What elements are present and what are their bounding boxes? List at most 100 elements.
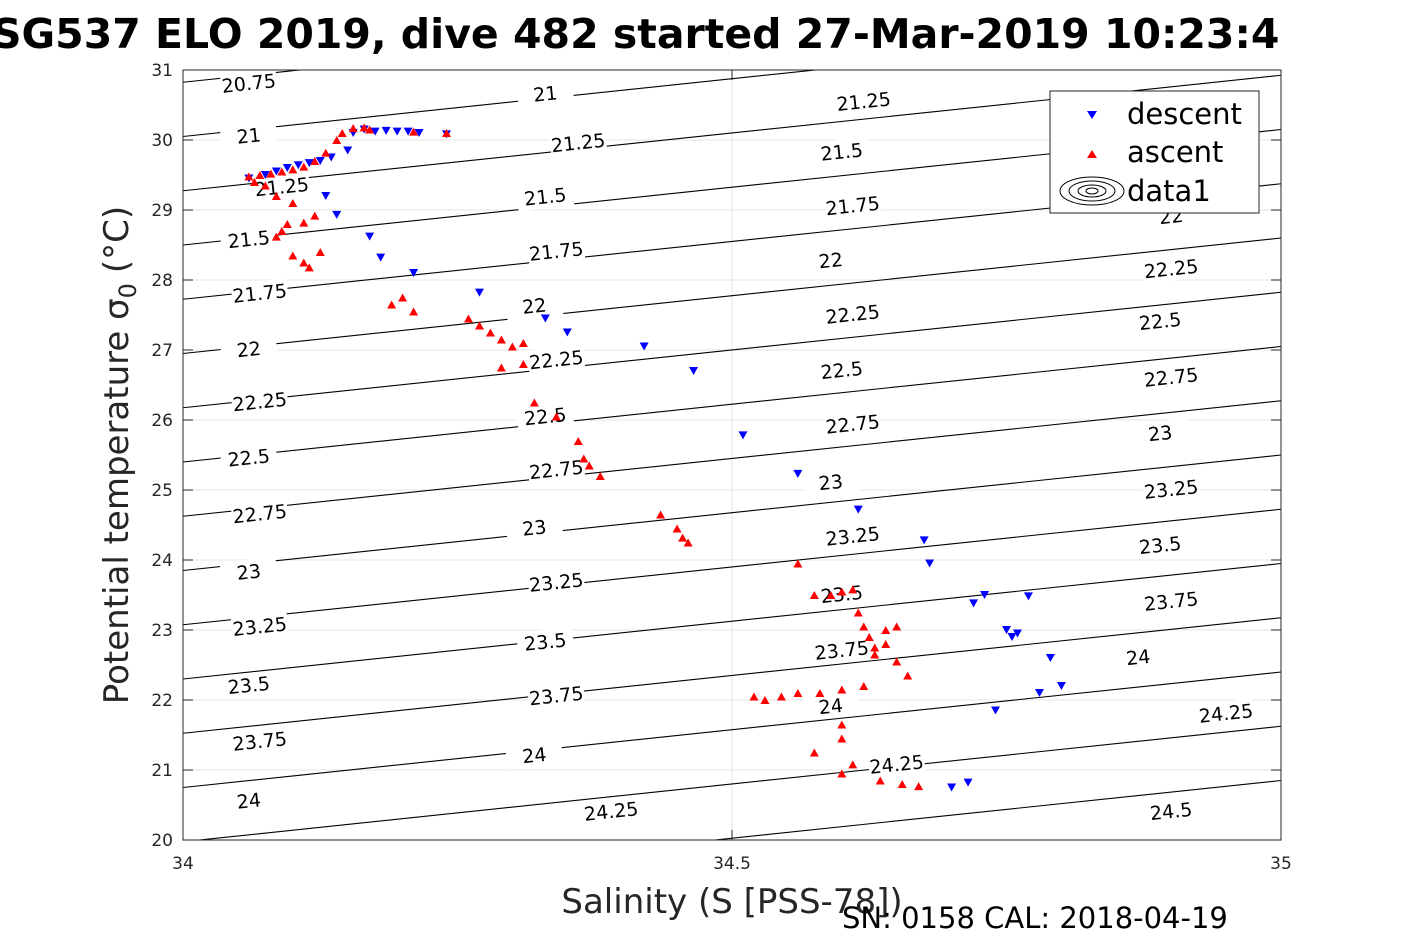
ascent-point (310, 211, 320, 220)
descent-point (414, 129, 424, 137)
legend-ascent-label: ascent (1127, 135, 1223, 169)
contour-line (183, 400, 1281, 517)
contour-label: 24 (801, 691, 860, 721)
ascent-point (853, 608, 863, 617)
contour-label-text: 23 (236, 560, 262, 584)
ascent-point (837, 734, 847, 743)
contour-label: 21.25 (549, 127, 608, 158)
contour-label-text: 22.5 (227, 445, 271, 471)
ascent-point (815, 689, 825, 697)
contour-label: 24 (219, 785, 278, 816)
contour-label-gap (812, 355, 871, 385)
legend-data1-label: data1 (1127, 174, 1211, 208)
contour-label-gap (516, 78, 575, 109)
ascent-point (387, 300, 397, 309)
contour-label-gap (1141, 796, 1201, 826)
ascent-point (299, 218, 309, 227)
descent-point (304, 159, 314, 168)
legend-descent-label: descent (1127, 97, 1242, 131)
ascent-point (310, 157, 320, 165)
ascent-point (474, 321, 484, 330)
contour-label-gap (801, 691, 860, 721)
contour-label-gap (527, 236, 586, 266)
ascent-point (496, 363, 506, 372)
contour-label-text: 24 (818, 695, 844, 719)
x-axis-label: Salinity (S [PSS-78]) (561, 882, 902, 922)
contour-label-text: 23.5 (1138, 533, 1182, 559)
ascent-point (837, 587, 847, 596)
descent-point (315, 157, 325, 165)
y-axis-label-text: Potential temperature σ (97, 298, 137, 704)
x-tick-label: 34.5 (713, 854, 751, 874)
contour-line (183, 237, 1281, 355)
ascent-point (321, 148, 331, 157)
descent-point (332, 210, 342, 219)
ascent-point (914, 782, 924, 791)
y-tick-label: 27 (151, 341, 173, 361)
descent-point (370, 127, 380, 136)
ascent-point (332, 136, 342, 144)
contour-label-gap (505, 290, 564, 321)
ascent-point (892, 657, 902, 666)
descent-point (409, 269, 419, 277)
ascent-point (315, 248, 325, 256)
ascent-point (365, 125, 375, 134)
contour-label-gap (230, 498, 289, 529)
ascent-point (897, 780, 907, 788)
ascent-point (359, 123, 369, 132)
ascent-point (903, 671, 913, 680)
ascent-point (859, 682, 869, 690)
ascent-point (826, 591, 836, 599)
ascent-point (299, 162, 309, 171)
descent-point (562, 328, 572, 337)
ascent-point (793, 559, 803, 568)
y-tick-label: 26 (151, 411, 173, 431)
ascent-point (304, 263, 314, 272)
descent-point (1007, 633, 1017, 641)
ascent-point (282, 220, 292, 228)
ascent-point (551, 412, 561, 421)
contour-label-gap (230, 611, 289, 642)
contour-label: 24.25 (582, 796, 641, 826)
contour-label-gap (219, 68, 278, 98)
contour-label-text: 24 (521, 744, 547, 768)
contour-label-text: 23 (521, 516, 547, 540)
contour-label: 23.5 (219, 670, 278, 700)
contour-label-text: 21 (532, 82, 558, 106)
ascent-point (348, 124, 358, 133)
descent-point (540, 314, 550, 323)
descent-point (991, 706, 1001, 715)
contour-label-text: 22.5 (523, 404, 567, 430)
ascent-point (809, 591, 819, 599)
density-contours (183, 70, 1281, 840)
contour-label-gap (1131, 530, 1190, 560)
ascent-point (299, 258, 309, 267)
ascent-point (870, 650, 880, 659)
contour-label: 21 (516, 78, 575, 109)
contour-label-gap (1131, 306, 1190, 336)
contour-label: 22.75 (230, 498, 289, 529)
contour-label-gap (823, 299, 882, 329)
series-ascent (244, 123, 924, 791)
contour-label: 22.5 (1131, 306, 1190, 336)
legend-ascent-marker (1087, 150, 1097, 158)
contour-label: 22 (505, 290, 564, 321)
contour-line (183, 562, 1281, 680)
y-tick-label: 21 (151, 761, 173, 781)
contour-label-gap (1141, 474, 1201, 504)
ascent-point (288, 165, 298, 174)
chart-title: SG537 ELO 2019, dive 482 started 27-Mar-… (0, 10, 1279, 58)
descent-point (293, 161, 303, 170)
contour-label-text: 23.5 (523, 629, 567, 655)
descent-point (738, 431, 748, 440)
descent-point (343, 146, 353, 155)
ascent-point (837, 720, 847, 729)
ascent-point (584, 461, 594, 470)
descent-point (271, 167, 281, 176)
descent-point (321, 192, 331, 200)
ascent-point (881, 626, 891, 634)
contour-label-gap (219, 224, 278, 254)
contour-label-gap (252, 171, 311, 202)
ascent-point (288, 199, 298, 207)
